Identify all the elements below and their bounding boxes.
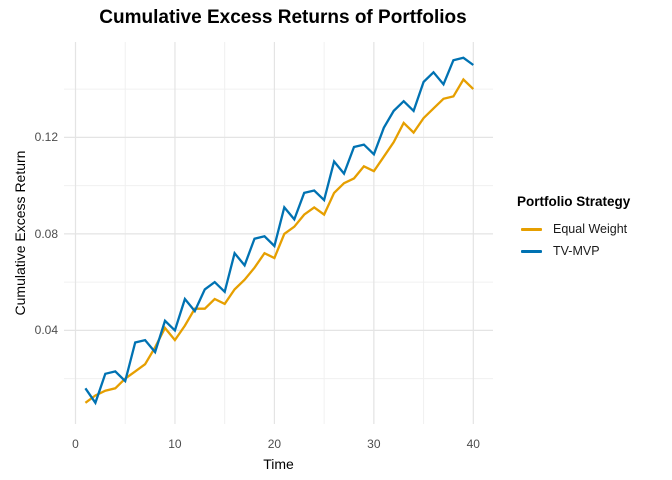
x-axis-title: Time — [263, 456, 294, 472]
y-tick-label: 0.08 — [34, 226, 58, 241]
legend-label: TV-MVP — [553, 244, 600, 258]
chart-title: Cumulative Excess Returns of Portfolios — [99, 7, 467, 28]
series-line-equal-weight — [84, 77, 475, 404]
y-tick-label: 0.12 — [34, 130, 58, 145]
x-tick-label: 10 — [168, 437, 182, 451]
x-tick-label: 20 — [267, 437, 282, 451]
legend-key-line-icon — [521, 249, 542, 253]
legend-items: Equal Weight TV-MVP — [514, 218, 672, 262]
x-tick-label: 40 — [466, 437, 480, 451]
x-tick-label: 0 — [72, 437, 79, 451]
legend-key-line-icon — [521, 227, 542, 231]
x-tick-label: 30 — [367, 437, 381, 451]
y-tick-label: 0.04 — [34, 323, 58, 338]
series-line-tv-mvp — [84, 56, 474, 406]
legend-label: Equal Weight — [553, 222, 628, 236]
legend: Portfolio Strategy Equal Weight TV-MVP — [514, 194, 672, 262]
legend-item-equal-weight: Equal Weight — [514, 218, 672, 240]
legend-item-tv-mvp: TV-MVP — [514, 240, 672, 262]
legend-title: Portfolio Strategy — [517, 194, 631, 209]
